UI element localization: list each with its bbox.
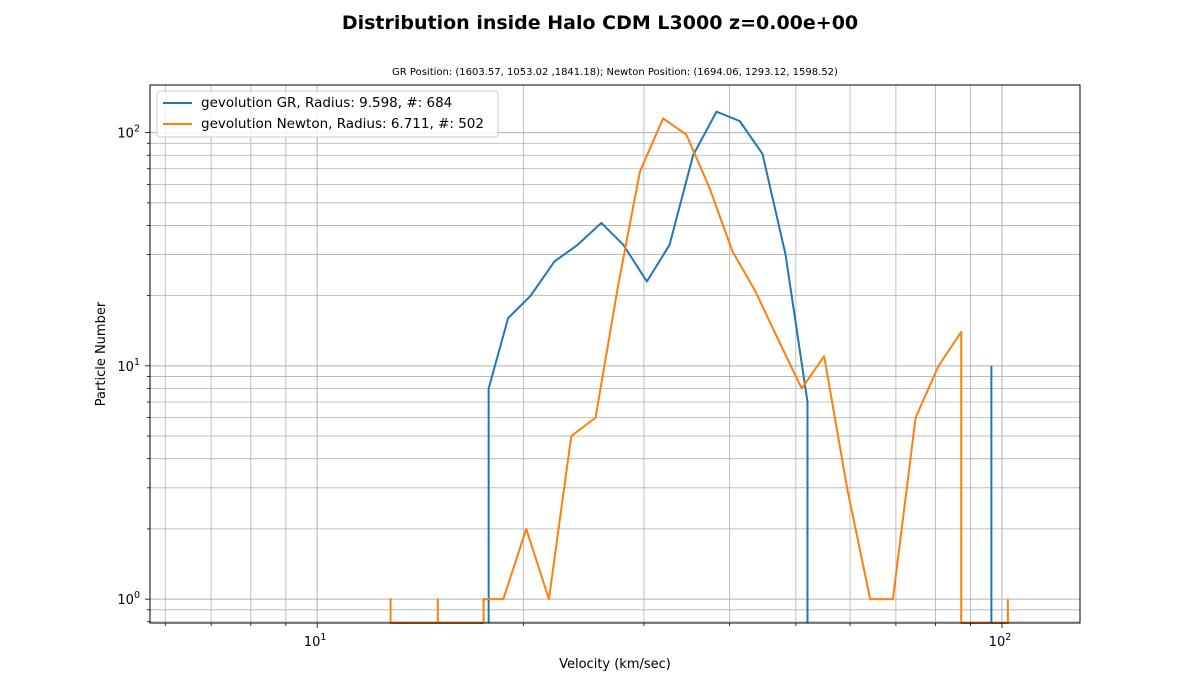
y-tick-label: 100	[117, 590, 140, 608]
legend-label-gr: gevolution GR, Radius: 9.598, #: 684	[201, 95, 452, 111]
x-tick-label: 102	[989, 632, 1012, 650]
y-axis-label: Particle Number	[94, 301, 109, 406]
x-tick-label: 101	[304, 632, 327, 650]
series-line-1	[389, 117, 1009, 624]
series-line-0	[487, 110, 809, 623]
legend-box	[156, 90, 499, 138]
x-axis-label: Velocity (km/sec)	[559, 657, 671, 672]
legend: gevolution GR, Radius: 9.598, #: 684 gev…	[156, 90, 499, 138]
y-tick-label: 101	[117, 357, 140, 375]
plot-frame	[149, 84, 1081, 624]
axis-tick-labels: 101 102 100 101 102	[117, 124, 1011, 650]
axis-ticks	[145, 132, 1003, 628]
grid-lines	[150, 85, 1080, 623]
legend-label-newton: gevolution Newton, Radius: 6.711, #: 502	[201, 116, 484, 132]
chart-subtitle: GR Position: (1603.57, 1053.02 ,1841.18)…	[392, 67, 838, 78]
y-tick-label: 102	[117, 124, 140, 142]
chart-title: Distribution inside Halo CDM L3000 z=0.0…	[342, 12, 858, 34]
data-series	[389, 110, 1009, 624]
